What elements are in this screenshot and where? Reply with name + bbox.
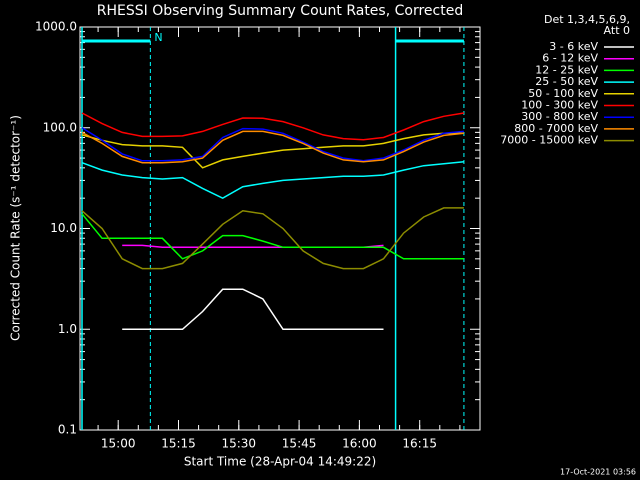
legend-label: 800 - 7000 keV bbox=[514, 122, 598, 135]
series-line bbox=[81, 112, 465, 141]
footer: 17-Oct-2021 03:56 bbox=[560, 468, 636, 477]
y-tick-label: 100.0 bbox=[43, 120, 77, 134]
legend-header: Att 0 bbox=[604, 24, 630, 37]
y-axis-label: Corrected Count Rate (s⁻¹ detector⁻¹) bbox=[9, 115, 23, 341]
series-line bbox=[81, 132, 464, 169]
legend-label: 12 - 25 keV bbox=[535, 63, 598, 76]
series-line bbox=[81, 130, 464, 164]
legend-label: 6 - 12 keV bbox=[542, 52, 598, 65]
x-tick-label: 16:00 bbox=[342, 437, 377, 451]
legend-label: 7000 - 15000 keV bbox=[500, 134, 598, 147]
legend-label: 25 - 50 keV bbox=[535, 75, 598, 88]
series-line bbox=[122, 288, 384, 331]
x-tick-label: 15:45 bbox=[282, 437, 317, 451]
y-tick-label: 0.1 bbox=[58, 423, 77, 437]
series-line bbox=[81, 207, 464, 270]
series-line bbox=[81, 213, 464, 260]
x-tick-label: 15:00 bbox=[101, 437, 136, 451]
x-tick-label: 15:30 bbox=[221, 437, 256, 451]
interval-label: N bbox=[154, 31, 162, 44]
y-tick-label: 10.0 bbox=[50, 221, 77, 235]
x-tick-label: 15:15 bbox=[161, 437, 196, 451]
series-line bbox=[81, 127, 464, 162]
legend-label: 50 - 100 keV bbox=[528, 87, 598, 100]
plot-frame bbox=[79, 26, 481, 431]
y-tick-label: 1000.0 bbox=[35, 20, 77, 34]
x-tick-label: 16:15 bbox=[402, 437, 437, 451]
y-tick-label: 1.0 bbox=[58, 322, 77, 336]
chart-title: RHESSI Observing Summary Count Rates, Co… bbox=[97, 3, 463, 19]
series-line bbox=[81, 160, 464, 200]
legend-label: 300 - 800 keV bbox=[521, 110, 598, 123]
legend-header: Det 1,3,4,5,6,9, bbox=[544, 13, 630, 26]
legend-label: 100 - 300 keV bbox=[521, 99, 598, 112]
x-axis-label: Start Time (28-Apr-04 14:49:22) bbox=[184, 455, 376, 469]
legend-label: 3 - 6 keV bbox=[549, 40, 598, 53]
